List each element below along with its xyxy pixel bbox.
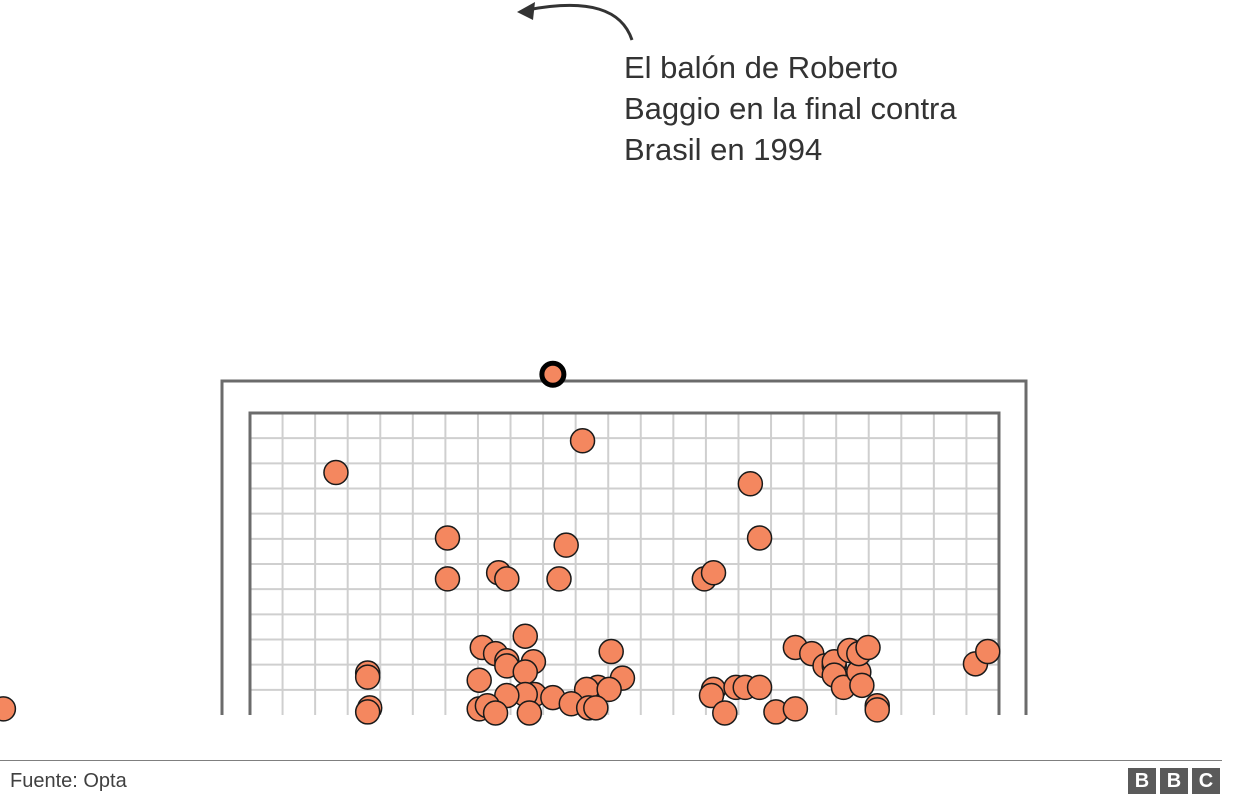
annotation-arrow <box>526 3 634 41</box>
goal-frame <box>220 379 1028 715</box>
shot-point <box>434 566 461 592</box>
annotation-text: El balón de Roberto Baggio en la final c… <box>624 50 965 167</box>
annotation: El balón de Roberto Baggio en la final c… <box>517 2 965 167</box>
footer-divider <box>0 760 1222 761</box>
logo-letter-b2: B <box>1160 768 1188 794</box>
shot-point <box>553 532 579 558</box>
highlight-point <box>539 360 567 388</box>
goal-frame-inner <box>248 411 1001 715</box>
shot-point <box>855 634 881 661</box>
shot-point <box>512 659 538 685</box>
goal-frame-outer <box>220 379 1028 715</box>
source-label: Fuente: Opta <box>10 770 127 792</box>
shot-point <box>596 676 622 703</box>
annotation-arrowhead <box>517 2 535 20</box>
shot-point <box>712 700 738 726</box>
annotation-line-1: El balón de Roberto <box>624 50 898 85</box>
shot-point <box>700 560 727 586</box>
shot-point <box>598 638 624 665</box>
shot-point <box>782 696 809 722</box>
shot-point <box>512 623 538 649</box>
shot-point <box>466 667 492 693</box>
shot-point <box>974 638 1001 665</box>
bbc-logo: B B C <box>1128 768 1220 794</box>
logo-letter-b1: B <box>1128 768 1156 794</box>
goal-shot-chart: El balón de Roberto Baggio en la final c… <box>0 2 1028 726</box>
annotation-line-3: Brasil en 1994 <box>624 132 822 167</box>
shot-point <box>434 525 461 551</box>
shot-point <box>546 566 572 592</box>
annotation-line-2: Baggio en la final contra <box>624 91 957 126</box>
shot-point <box>516 700 543 726</box>
shot-point <box>569 428 596 454</box>
logo-letter-c: C <box>1192 768 1220 794</box>
shot-point <box>0 696 17 722</box>
shot-point <box>494 566 520 592</box>
shot-point <box>737 471 764 497</box>
shot-points <box>0 360 1001 726</box>
shot-point <box>482 700 509 726</box>
shot-point <box>583 695 609 721</box>
shot-point <box>849 672 875 699</box>
goal-net <box>250 413 999 715</box>
shot-point <box>698 682 725 709</box>
shot-point <box>746 525 773 551</box>
shot-point <box>354 699 381 725</box>
shot-point <box>354 664 381 690</box>
shot-point <box>864 697 890 723</box>
shot-point <box>323 459 349 486</box>
shot-point <box>746 674 773 701</box>
